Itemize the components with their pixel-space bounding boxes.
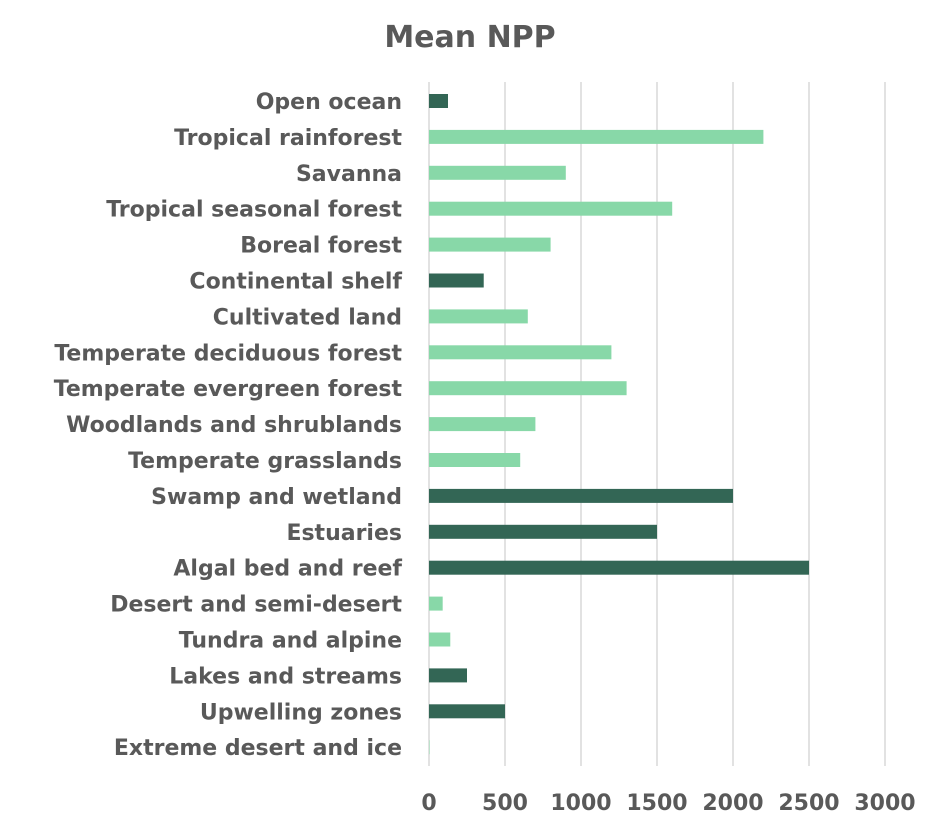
bar-open-ocean	[429, 94, 448, 108]
category-label: Cultivated land	[213, 305, 402, 330]
bar-upwelling-zones	[429, 704, 505, 719]
x-tick-label: 1500	[626, 791, 687, 816]
chart-title: Mean NPP	[384, 20, 555, 55]
category-label: Temperate evergreen forest	[54, 377, 403, 402]
category-label: Open ocean	[256, 90, 402, 115]
bar-estuaries	[429, 524, 657, 539]
category-label: Tundra and alpine	[179, 629, 402, 654]
category-label: Tropical rainforest	[174, 126, 402, 151]
category-label: Temperate deciduous forest	[54, 341, 402, 366]
category-label: Desert and semi-desert	[110, 593, 402, 618]
x-axis-tick-labels: 0 500 1000 1500 2000 2500 3000	[421, 791, 915, 816]
category-label: Swamp and wetland	[151, 485, 402, 510]
category-label: Temperate grasslands	[128, 449, 402, 474]
category-label: Tropical seasonal forest	[106, 198, 402, 223]
x-tick-label: 500	[482, 791, 528, 816]
category-label: Lakes and streams	[169, 664, 402, 689]
x-tick-label: 3000	[854, 791, 915, 816]
x-tick-label: 2000	[702, 791, 763, 816]
bar-algal-bed-and-reef	[429, 560, 809, 575]
bar-temperate-deciduous-forest	[429, 345, 612, 360]
gridlines	[428, 82, 886, 766]
x-tick-label: 1000	[550, 791, 611, 816]
category-label: Boreal forest	[240, 234, 402, 259]
bars	[429, 94, 809, 755]
bar-temperate-grasslands	[429, 453, 521, 467]
category-label: Woodlands and shrublands	[66, 413, 402, 438]
bar-continental-shelf	[429, 273, 484, 288]
x-tick-label: 0	[421, 791, 436, 816]
category-labels: Open ocean Tropical rainforest Savanna Trop…	[54, 90, 403, 761]
bar-boreal-forest	[429, 237, 551, 252]
bar-lakes-and-streams	[429, 668, 467, 683]
bar-tropical-seasonal-forest	[429, 201, 673, 216]
category-label: Estuaries	[286, 521, 402, 546]
category-label: Algal bed and reef	[173, 557, 402, 582]
bar-savanna	[429, 165, 566, 180]
bar-desert-and-semi-desert	[429, 596, 443, 611]
bar-cultivated-land	[429, 309, 528, 324]
bar-tropical-rainforest	[429, 129, 764, 144]
category-label: Continental shelf	[189, 270, 402, 295]
category-label: Savanna	[296, 162, 402, 187]
x-tick-label: 2500	[778, 791, 839, 816]
bar-woodlands-and-shrublands	[429, 417, 536, 432]
bar-tundra-and-alpine	[429, 632, 451, 647]
bar-temperate-evergreen-forest	[429, 381, 627, 396]
category-label: Upwelling zones	[200, 700, 402, 725]
category-label: Extreme desert and ice	[114, 736, 402, 761]
bar-swamp-and-wetland	[429, 488, 733, 503]
